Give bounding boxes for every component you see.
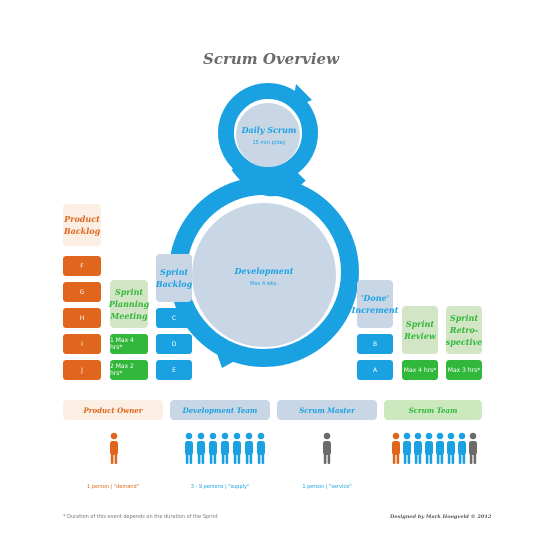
person-icon: [110, 432, 118, 464]
product-owner-caption: 1 person | "demand": [87, 484, 139, 490]
figure-eight-crossover: [231, 160, 306, 197]
person-icon: [221, 432, 229, 464]
sprint-planning-item: 2 Max 2 hrs*: [110, 360, 148, 380]
done-increment-item: A: [357, 360, 393, 380]
development-team-caption: 3 - 9 persons | "supply": [190, 484, 250, 490]
person-icon: [414, 432, 422, 464]
product-backlog-item: H: [63, 308, 101, 328]
person-icon: [323, 432, 331, 464]
person-icon: [209, 432, 217, 464]
person-icon: [233, 432, 241, 464]
person-icon: [185, 432, 193, 464]
daily-arrow-icon: [292, 84, 312, 108]
footnote: * Duration of this event depends on the …: [63, 514, 218, 520]
role-development-team: Development Team: [170, 400, 270, 420]
person-icon: [245, 432, 253, 464]
daily-circle: [236, 103, 300, 167]
sprint-retro-item: Max 3 hrs*: [446, 360, 482, 380]
product-backlog-item: G: [63, 282, 101, 302]
page-title: Scrum Overview: [203, 50, 339, 68]
sprint-backlog-item: E: [156, 360, 192, 380]
product-backlog-label: Product Backlog: [63, 204, 101, 246]
done-increment-label: 'Done' Increment: [352, 280, 398, 328]
development-duration: Max 4 wks.: [250, 281, 278, 287]
sprint-arrow-icon: [214, 345, 240, 368]
product-backlog-item: I: [63, 334, 101, 354]
sprint-backlog-item: D: [156, 334, 192, 354]
role-scrum-master: Scrum Master: [277, 400, 377, 420]
daily-scrum-duration: 15 min p/day: [252, 140, 286, 146]
done-increment-item: B: [357, 334, 393, 354]
person-icon: [257, 432, 265, 464]
person-icon: [469, 432, 477, 464]
person-icon: [197, 432, 205, 464]
person-icon: [403, 432, 411, 464]
role-product-owner: Product Owner: [63, 400, 163, 420]
credit: Designed by Mark Hoogveld © 2012: [390, 514, 492, 520]
scrum-master-caption: 1 person | "service": [302, 484, 352, 490]
person-icon: [392, 432, 400, 464]
person-icon: [436, 432, 444, 464]
product-backlog-item: F: [63, 256, 101, 276]
people-figures: [110, 432, 477, 464]
development-circle: [192, 203, 336, 347]
sprint-retro-label: Sprint Retro-spective: [446, 306, 482, 354]
sprint-planning-label: Sprint Planning Meeting: [109, 280, 149, 328]
person-icon: [425, 432, 433, 464]
person-icon: [447, 432, 455, 464]
sprint-backlog-label: Sprint Backlog: [156, 254, 192, 302]
daily-scrum-label: Daily Scrum: [241, 125, 297, 135]
person-icon: [458, 432, 466, 464]
sprint-review-item: Max 4 hrs*: [402, 360, 438, 380]
product-backlog-item: J: [63, 360, 101, 380]
sprint-review-label: Sprint Review: [402, 306, 438, 354]
sprint-planning-item: 1 Max 4 hrs*: [110, 334, 148, 354]
sprint-backlog-item: C: [156, 308, 192, 328]
role-scrum-team: Scrum Team: [384, 400, 482, 420]
development-label: Development: [234, 266, 294, 276]
